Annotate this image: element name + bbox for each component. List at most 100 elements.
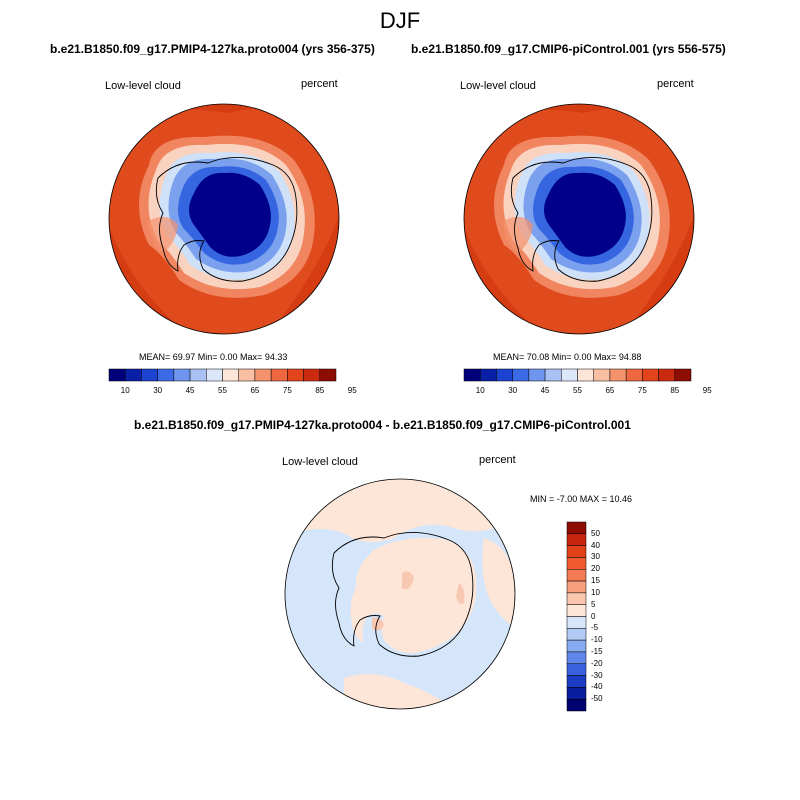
colorbar-tick-label: 95 xyxy=(347,386,357,395)
left-panel-title: b.e21.B1850.f09_g17.PMIP4-127ka.proto004… xyxy=(50,42,375,56)
colorbar-swatch xyxy=(566,521,587,535)
colorbar-swatch xyxy=(479,368,497,382)
colorbar-tick-label: 10 xyxy=(120,386,130,395)
colorbar-swatch xyxy=(512,368,530,382)
strong-anomaly xyxy=(372,617,384,631)
colorbar-tick-label: 65 xyxy=(605,386,615,395)
right-panel-title: b.e21.B1850.f09_g17.CMIP6-piControl.001 … xyxy=(411,42,726,56)
colorbar-tick-label: 5 xyxy=(591,599,596,609)
colorbar-swatch xyxy=(173,368,191,382)
colorbar-tick-label: 45 xyxy=(540,386,550,395)
colorbar-swatch xyxy=(222,368,239,382)
diff-polar-map xyxy=(284,478,516,710)
colorbar-tick-label: 75 xyxy=(282,386,292,395)
colorbar-swatch xyxy=(566,698,587,712)
colorbar-swatch xyxy=(593,368,611,382)
colorbar-tick-label: 50 xyxy=(591,528,600,538)
colorbar-swatch xyxy=(566,580,587,594)
left-units-label: percent xyxy=(301,78,338,90)
colorbar-swatch xyxy=(561,368,578,382)
left-colorbar-labels: 10 30 45 55 65 75 85 95 xyxy=(109,386,357,398)
colorbar-tick-label: 30 xyxy=(153,386,163,395)
positive-anomaly-field xyxy=(344,674,454,709)
colorbar-swatch xyxy=(566,545,587,558)
left-colorbar xyxy=(108,368,337,382)
colorbar-tick-label: 10 xyxy=(591,587,600,597)
colorbar-tick-label: 95 xyxy=(702,386,712,395)
colorbar-tick-label: 30 xyxy=(508,386,518,395)
colorbar-tick-label: -30 xyxy=(591,670,603,680)
colorbar-tick-label: 55 xyxy=(573,386,582,395)
colorbar-swatch xyxy=(189,368,207,382)
left-variable-label: Low-level cloud xyxy=(105,80,181,92)
colorbar-swatch xyxy=(658,368,676,382)
colorbar-tick-label: -10 xyxy=(591,635,603,645)
colorbar-tick-label: -20 xyxy=(591,658,603,668)
peninsula-cloud xyxy=(148,216,178,253)
coastline xyxy=(155,157,298,282)
colorbar-swatch xyxy=(528,368,546,382)
colorbar-swatch xyxy=(566,687,587,700)
colorbar-swatch xyxy=(319,368,337,382)
colorbar-swatch xyxy=(238,368,256,382)
colorbar-swatch xyxy=(544,368,562,382)
colorbar-tick-label: -40 xyxy=(591,682,603,692)
colorbar-swatch xyxy=(124,368,142,382)
right-units-label: percent xyxy=(657,78,694,90)
diff-variable-label: Low-level cloud xyxy=(282,456,358,468)
colorbar-tick-label: 30 xyxy=(591,552,600,562)
colorbar-swatch xyxy=(303,368,321,382)
colorbar-swatch xyxy=(566,663,587,676)
colorbar-swatch xyxy=(270,368,288,382)
colorbar-swatch xyxy=(674,368,692,382)
colorbar-tick-label: 0 xyxy=(591,611,596,621)
coastline xyxy=(510,157,653,282)
strong-anomaly xyxy=(456,583,465,604)
colorbar-swatch xyxy=(566,628,587,641)
strong-anomaly xyxy=(402,571,414,590)
positive-anomaly-field xyxy=(482,538,515,628)
right-stats: MEAN= 70.08 Min= 0.00 Max= 94.88 xyxy=(493,352,642,362)
right-colorbar xyxy=(463,368,692,382)
colorbar-swatch xyxy=(566,639,587,653)
colorbar-swatch xyxy=(566,533,587,546)
colorbar-tick-label: -15 xyxy=(591,646,603,656)
diff-colorbar-labels: 50 40 30 20 15 10 5 0 -5 -10 -15 -20 -30 -40 -50 xyxy=(591,522,621,711)
colorbar-swatch xyxy=(157,368,175,382)
colorbar-tick-label: 40 xyxy=(591,540,600,550)
colorbar-tick-label: 65 xyxy=(250,386,260,395)
diff-units-label: percent xyxy=(479,454,516,466)
diff-stats: MIN = -7.00 MAX = 10.46 xyxy=(530,494,633,504)
diff-colorbar xyxy=(566,521,587,712)
colorbar-swatch xyxy=(287,368,304,382)
colorbar-swatch xyxy=(566,569,587,582)
colorbar-tick-label: -50 xyxy=(591,694,603,704)
colorbar-swatch xyxy=(566,616,587,629)
colorbar-tick-label: 15 xyxy=(591,576,600,586)
colorbar-swatch xyxy=(566,604,587,617)
low-cloud-region xyxy=(494,135,670,298)
colorbar-tick-label: 75 xyxy=(637,386,647,395)
right-colorbar-labels: 10 30 45 55 65 75 85 95 xyxy=(464,386,712,398)
colorbar-swatch xyxy=(566,651,587,664)
colorbar-swatch xyxy=(566,675,587,688)
colorbar-swatch xyxy=(108,368,126,382)
season-title: DJF xyxy=(379,8,421,33)
peninsula-cloud xyxy=(503,216,533,253)
right-variable-label: Low-level cloud xyxy=(460,80,536,92)
coastline xyxy=(331,532,474,657)
colorbar-tick-label: 45 xyxy=(185,386,195,395)
colorbar-tick-label: 20 xyxy=(591,564,600,574)
colorbar-swatch xyxy=(254,368,272,382)
colorbar-tick-label: 10 xyxy=(475,386,485,395)
colorbar-swatch xyxy=(566,557,587,570)
colorbar-swatch xyxy=(609,368,627,382)
colorbar-swatch xyxy=(642,368,659,382)
low-cloud-region xyxy=(139,135,315,298)
right-polar-map xyxy=(463,103,695,335)
colorbar-swatch xyxy=(206,368,223,382)
colorbar-swatch xyxy=(496,368,513,382)
colorbar-swatch xyxy=(625,368,643,382)
left-stats: MEAN= 69.97 Min= 0.00 Max= 94.33 xyxy=(139,352,288,362)
diff-panel-title: b.e21.B1850.f09_g17.PMIP4-127ka.proto004… xyxy=(134,418,631,432)
